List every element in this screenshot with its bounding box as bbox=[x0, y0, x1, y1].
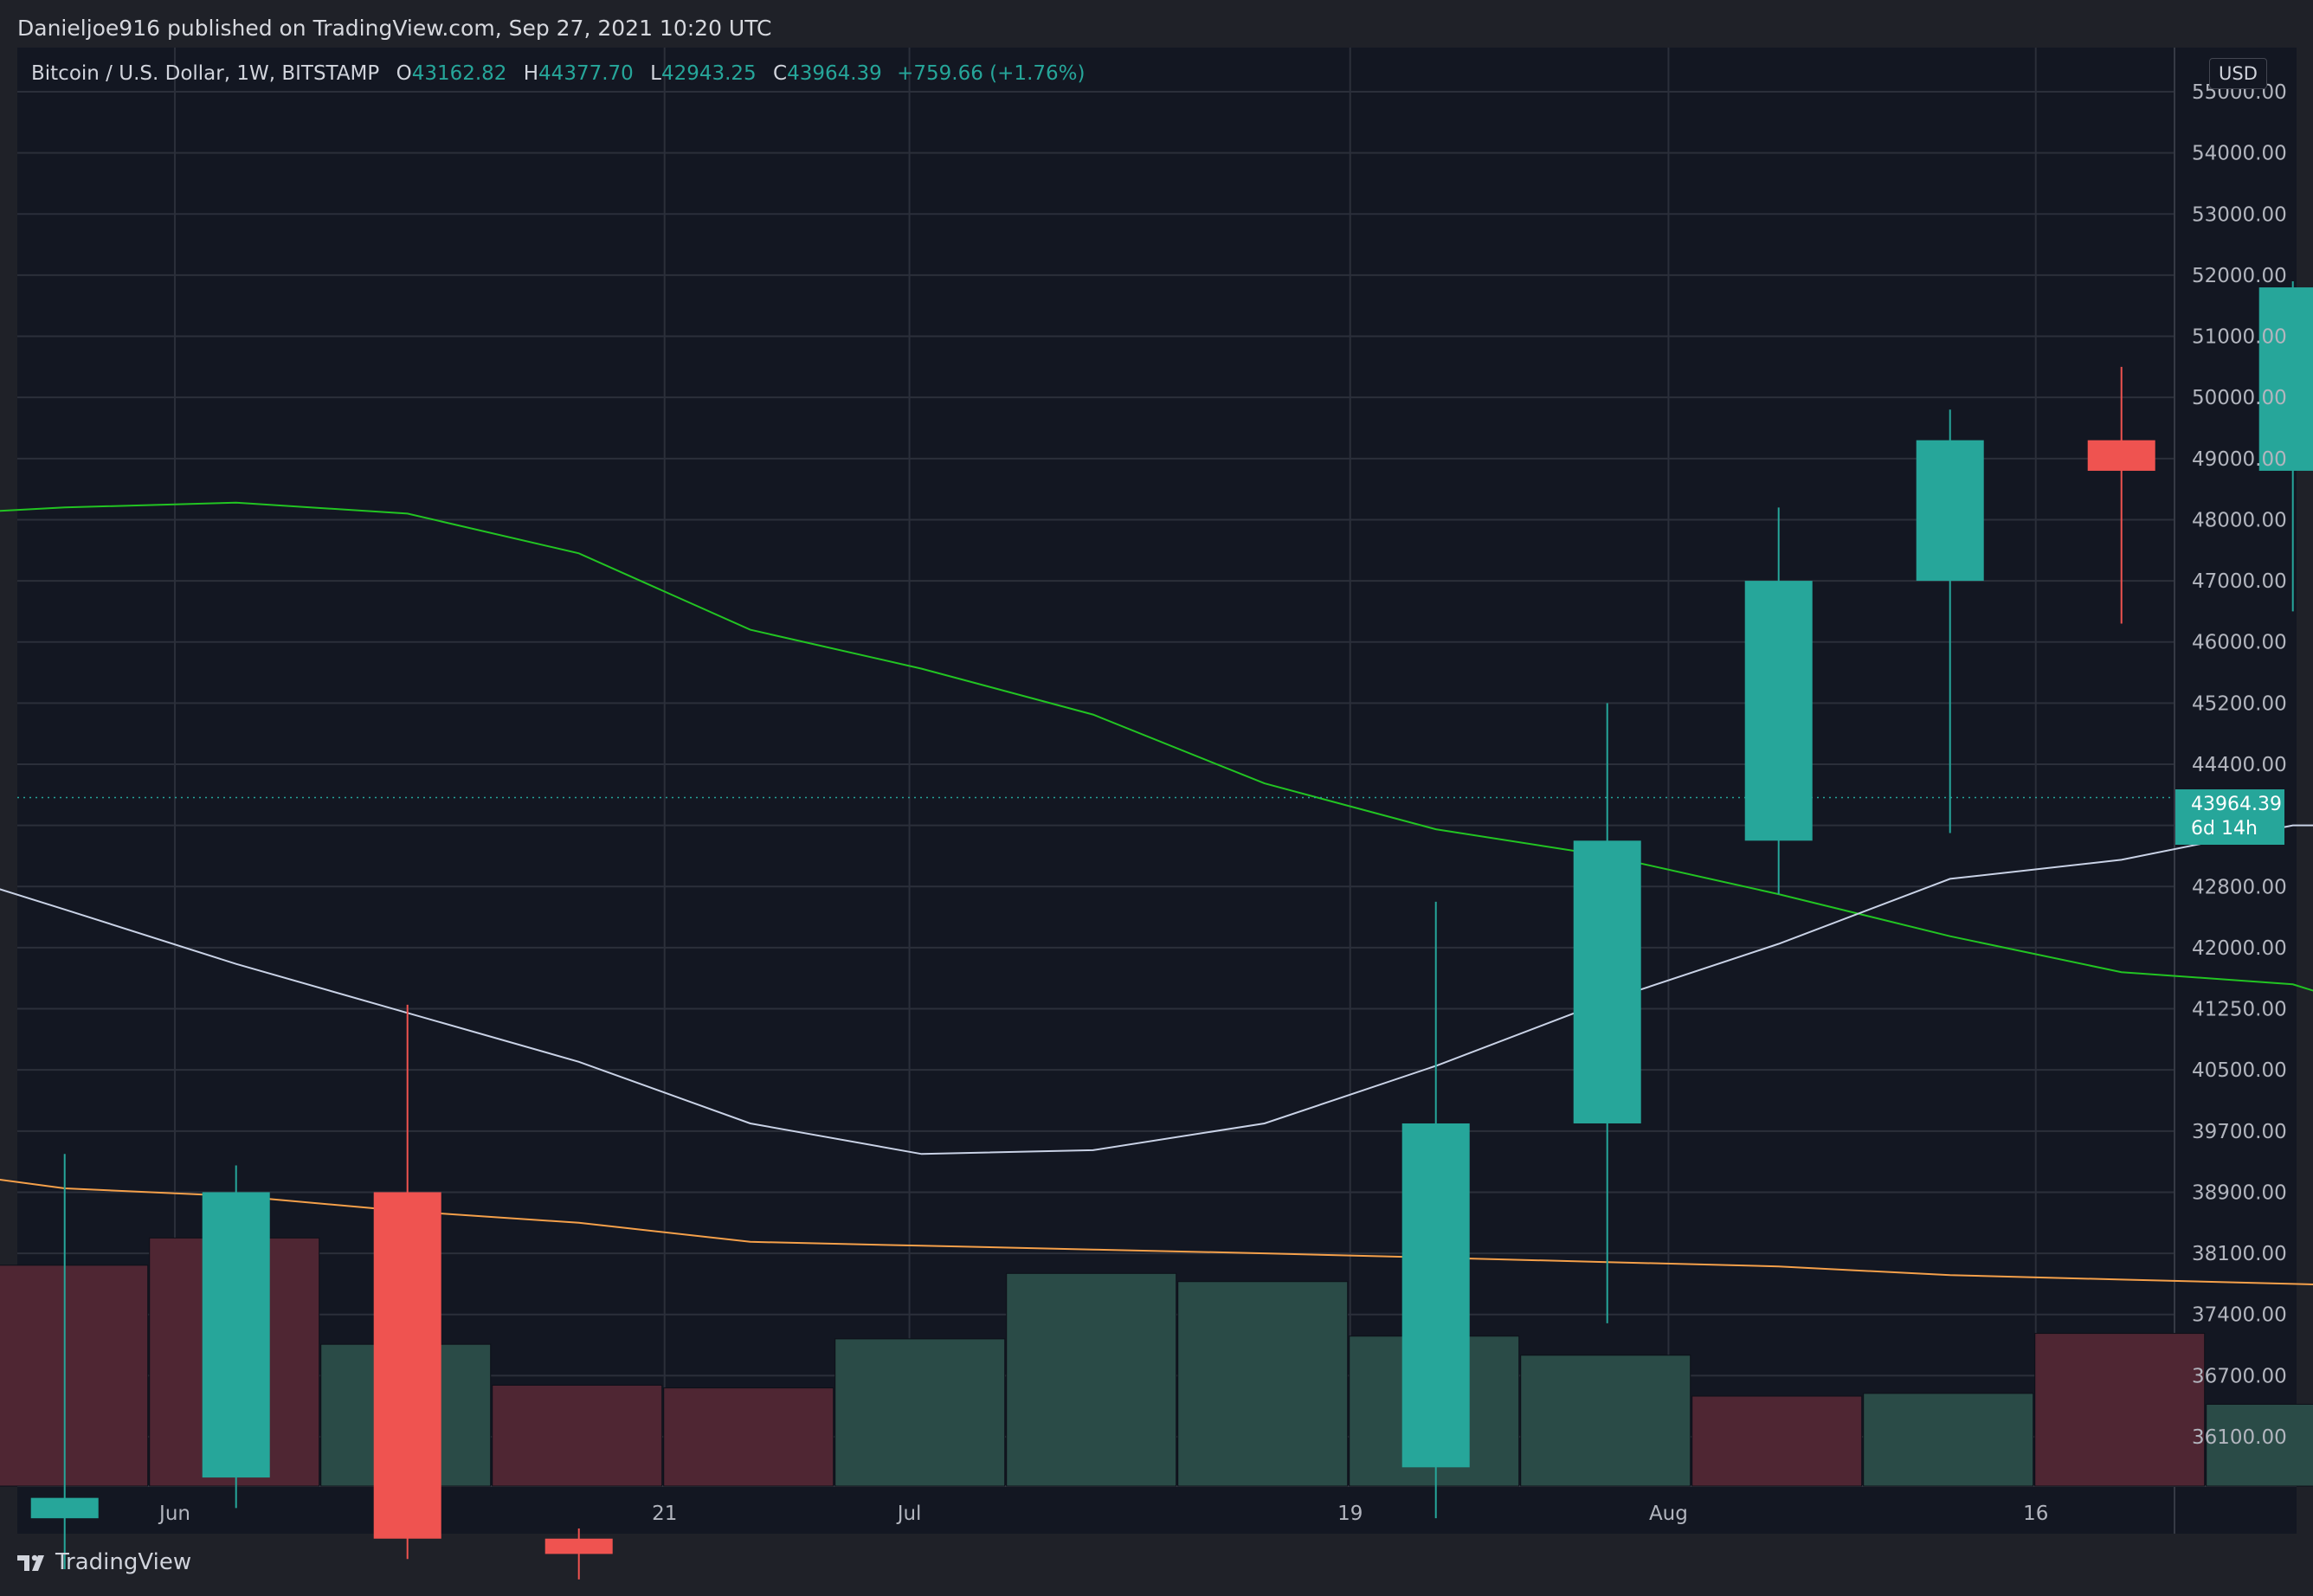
high-label: H bbox=[523, 62, 539, 85]
volume-bar bbox=[1177, 1281, 1349, 1487]
candle-body bbox=[373, 1192, 441, 1539]
volume-bar bbox=[2206, 1404, 2313, 1487]
volume-bar bbox=[1691, 1395, 1863, 1487]
volume-bar bbox=[1006, 1272, 1177, 1487]
open-value: 43162.82 bbox=[411, 62, 507, 85]
price-axis-label: 50000.00 bbox=[2192, 387, 2287, 409]
time-axis-label: Jul bbox=[896, 1503, 922, 1525]
volume-bar bbox=[492, 1384, 663, 1487]
currency-badge[interactable]: USD bbox=[2209, 58, 2267, 89]
low-label: L bbox=[650, 62, 661, 85]
candle-body bbox=[1401, 1123, 1470, 1468]
last-price-value: 43964.39 bbox=[2191, 794, 2282, 815]
time-axis-label: 21 bbox=[652, 1503, 677, 1525]
price-axis-label: 36100.00 bbox=[2192, 1426, 2287, 1449]
price-axis-label: 41250.00 bbox=[2192, 999, 2287, 1021]
volume-bar bbox=[0, 1265, 149, 1487]
price-axis-label: 42800.00 bbox=[2192, 876, 2287, 898]
symbol-title: Bitcoin / U.S. Dollar, 1W, BITSTAMP bbox=[31, 62, 380, 85]
price-axis-label: 49000.00 bbox=[2192, 448, 2287, 471]
price-axis-label: 45200.00 bbox=[2192, 692, 2287, 715]
moving-average-green bbox=[0, 501, 2313, 992]
low-value: 42943.25 bbox=[660, 62, 757, 85]
chart-legend: Bitcoin / U.S. Dollar, 1W, BITSTAMP O431… bbox=[31, 62, 1085, 85]
bar-countdown: 6d 14h bbox=[2191, 818, 2258, 840]
candle-body bbox=[544, 1538, 613, 1554]
price-axis-label: 53000.00 bbox=[2192, 203, 2287, 226]
last-price-tag: 43964.39 6d 14h bbox=[2175, 789, 2284, 845]
price-axis-label: 40500.00 bbox=[2192, 1059, 2287, 1082]
candle-body bbox=[1916, 440, 1984, 582]
price-axis-label: 38100.00 bbox=[2192, 1243, 2287, 1265]
close-label: C bbox=[773, 62, 788, 85]
volume-bar bbox=[663, 1387, 834, 1487]
price-axis-label: 44400.00 bbox=[2192, 754, 2287, 776]
publisher-line: Danieljoe916 published on TradingView.co… bbox=[17, 16, 772, 41]
volume-bar bbox=[1863, 1393, 2034, 1487]
time-axis-label: Aug bbox=[1649, 1503, 1688, 1525]
moving-average-white bbox=[0, 824, 2313, 1155]
price-axis-label: 47000.00 bbox=[2192, 570, 2287, 593]
footer-brand-label: TradingView bbox=[55, 1549, 192, 1575]
price-axis-label: 42000.00 bbox=[2192, 937, 2287, 960]
price-axis-label: 46000.00 bbox=[2192, 632, 2287, 654]
price-axis-label: 38900.00 bbox=[2192, 1181, 2287, 1204]
candle-body bbox=[30, 1497, 99, 1519]
candle-body bbox=[1744, 581, 1813, 841]
price-axis-label: 39700.00 bbox=[2192, 1121, 2287, 1143]
candle-body bbox=[202, 1192, 270, 1478]
change-value: +759.66 (+1.76%) bbox=[897, 62, 1086, 85]
time-axis-label: 19 bbox=[1337, 1503, 1363, 1525]
candle-body bbox=[2087, 440, 2155, 471]
high-value: 44377.70 bbox=[538, 62, 634, 85]
volume-bar bbox=[834, 1338, 1006, 1487]
footer-brand[interactable]: TradingView bbox=[17, 1549, 191, 1575]
price-axis-label: 52000.00 bbox=[2192, 265, 2287, 287]
volume-bar bbox=[2034, 1333, 2206, 1487]
price-axis-label: 48000.00 bbox=[2192, 509, 2287, 531]
price-axis-label: 54000.00 bbox=[2192, 143, 2287, 165]
moving-average-orange bbox=[0, 1179, 2313, 1286]
volume-bar bbox=[1520, 1355, 1691, 1487]
tradingview-logo-icon bbox=[17, 1554, 44, 1571]
candle-body bbox=[1573, 840, 1641, 1123]
price-axis-label: 51000.00 bbox=[2192, 326, 2287, 349]
price-axis-label: 37400.00 bbox=[2192, 1304, 2287, 1327]
open-label: O bbox=[396, 62, 412, 85]
price-axis-label: 36700.00 bbox=[2192, 1365, 2287, 1387]
time-axis-label: 16 bbox=[2023, 1503, 2048, 1525]
close-value: 43964.39 bbox=[787, 62, 882, 85]
time-axis-label: Jun bbox=[158, 1503, 190, 1525]
candle-body bbox=[2258, 287, 2313, 471]
